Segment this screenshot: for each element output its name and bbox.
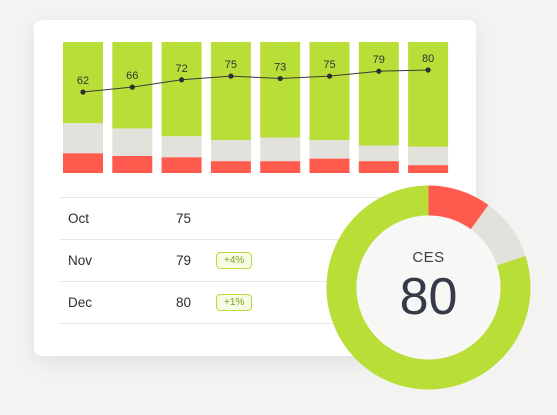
bar-segment	[309, 158, 350, 173]
table-row: Oct 75	[60, 197, 452, 239]
donut-hole	[356, 215, 501, 360]
donut-chart	[326, 185, 531, 390]
donut-label: CES	[412, 249, 445, 266]
trend-point	[179, 77, 185, 83]
donut-value: 80	[399, 268, 458, 326]
trend-point	[228, 73, 234, 79]
bar-segment	[63, 153, 103, 173]
change-badge: +4%	[216, 252, 253, 269]
data-label: 66	[126, 70, 138, 82]
bar-segment	[210, 42, 251, 141]
trend-point	[80, 89, 86, 95]
score-value: 80	[176, 295, 192, 310]
bar-segment	[63, 123, 103, 154]
month-label: Nov	[68, 253, 93, 268]
trend-point	[277, 75, 283, 82]
trend-point	[425, 67, 431, 73]
trend-point	[326, 73, 333, 79]
bar-segment	[210, 140, 251, 162]
bar-segment	[309, 140, 350, 159]
bar-segment	[358, 42, 399, 146]
score-value: 79	[176, 253, 192, 268]
bar-segment	[260, 161, 301, 173]
bar-segment	[309, 42, 350, 141]
data-label: 75	[323, 59, 335, 71]
ces-donut: CES 80	[326, 185, 531, 390]
donut-slice	[326, 185, 531, 390]
data-label: 72	[175, 63, 187, 75]
donut-center: CES 80	[326, 185, 531, 390]
bar-segment	[408, 146, 449, 166]
bar-segment	[408, 165, 449, 173]
bar-segment	[210, 161, 251, 173]
bar-segment	[161, 42, 202, 137]
data-label: 62	[77, 75, 89, 87]
month-label: Dec	[68, 295, 93, 310]
change-badge: +1%	[216, 294, 253, 311]
trend-line	[82, 69, 429, 93]
bar-segment	[260, 137, 301, 162]
data-label: 75	[225, 59, 237, 71]
bar-segment	[161, 136, 202, 158]
bar-segment	[63, 42, 103, 124]
table-row: Dec 80 +1%	[60, 281, 452, 324]
bar-segment	[358, 161, 399, 173]
ces-card: 62 66 72 75 73 75 79 80 Oct 75 Nov 79 +4% Dec 8…	[34, 20, 476, 356]
bar-segment	[112, 155, 153, 173]
score-value: 75	[176, 211, 192, 226]
bar-segment	[161, 157, 202, 173]
bar-segment	[358, 145, 399, 162]
bar-segment	[112, 128, 153, 156]
table-row: Nov 79 +4%	[60, 239, 452, 281]
data-label: 79	[373, 54, 385, 66]
trend-point	[129, 84, 135, 90]
data-label: 80	[422, 53, 434, 65]
monthly-table: Oct 75 Nov 79 +4% Dec 80 +1%	[60, 197, 452, 324]
data-label: 73	[274, 62, 286, 74]
bar-segment	[408, 42, 449, 147]
donut-slice	[428, 185, 489, 230]
trend-point	[376, 68, 382, 74]
bar-segment	[260, 42, 301, 138]
donut-slice	[470, 204, 526, 266]
stacked-bar-chart: 62 66 72 75 73 75 79 80	[63, 42, 449, 173]
month-label: Oct	[68, 211, 90, 226]
